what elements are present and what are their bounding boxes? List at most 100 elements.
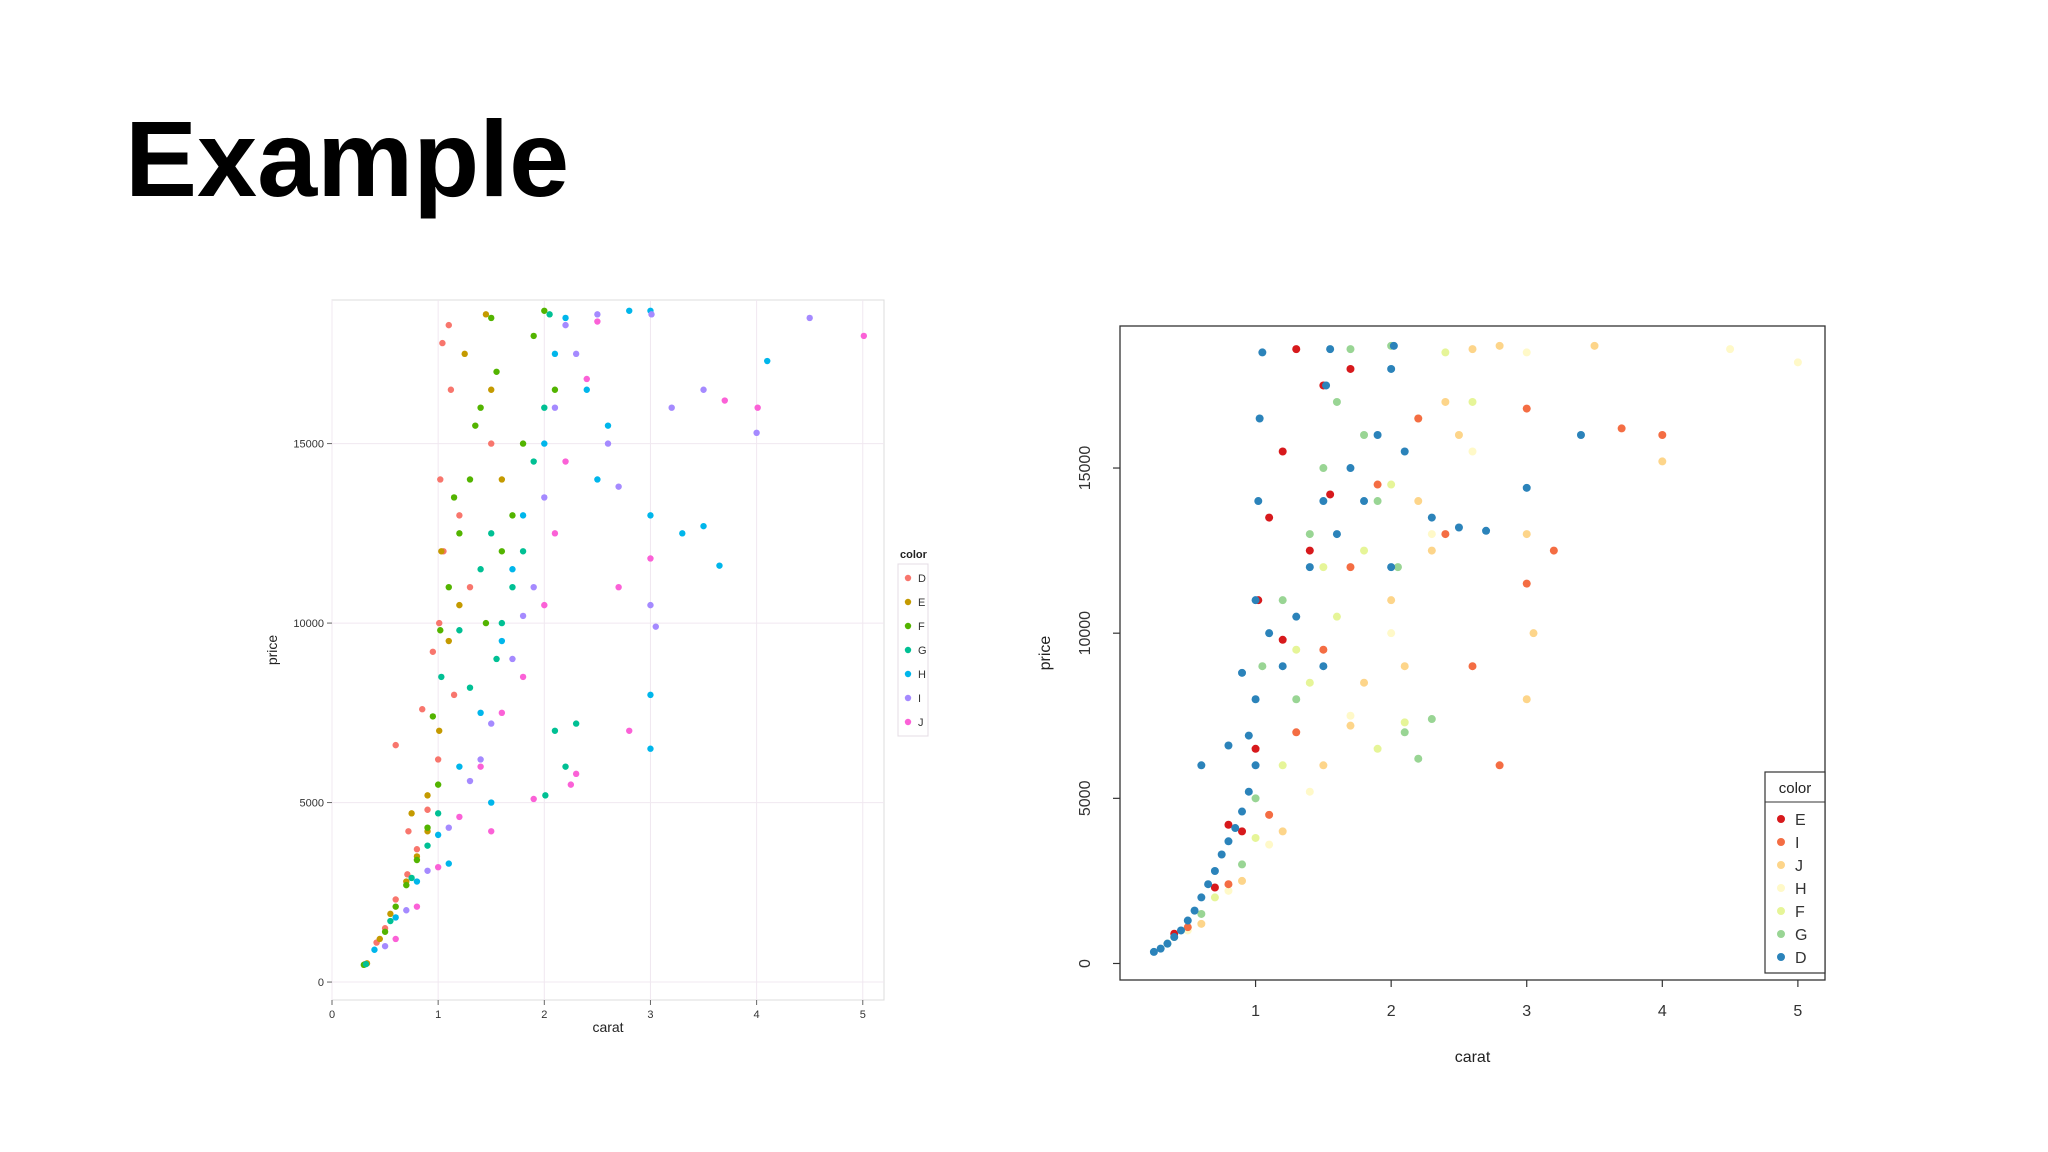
data-point <box>482 311 490 318</box>
data-point <box>381 942 389 950</box>
data-point <box>530 458 537 465</box>
data-point <box>488 386 495 393</box>
data-point <box>408 810 415 817</box>
data-point <box>626 727 633 734</box>
data-point <box>700 522 707 530</box>
data-point <box>376 935 383 943</box>
data-point <box>438 548 445 555</box>
data-point <box>381 928 389 935</box>
data-point <box>456 512 463 519</box>
data-point <box>488 828 495 835</box>
x-tick-label: 1 <box>435 1009 441 1021</box>
data-point <box>424 867 431 874</box>
data-point <box>362 960 370 968</box>
data-point <box>604 422 612 429</box>
data-point <box>509 583 516 591</box>
data-point <box>403 907 410 914</box>
data-point <box>392 741 399 749</box>
data-point <box>541 440 548 447</box>
data-point <box>594 476 601 483</box>
legend-key-H <box>904 670 912 678</box>
data-point <box>519 612 527 620</box>
data-point <box>371 946 378 953</box>
x-tick-label: 5 <box>860 1009 866 1021</box>
data-point <box>583 375 590 383</box>
data-point <box>392 935 399 943</box>
data-point <box>437 627 444 634</box>
x-tick-label: 3 <box>647 1009 653 1021</box>
data-point <box>716 562 723 569</box>
data-point <box>424 806 431 813</box>
data-point <box>679 530 686 537</box>
y-tick-label: 0 <box>318 977 324 989</box>
x-axis-label: carat <box>592 1019 623 1035</box>
series-H <box>371 307 771 953</box>
data-point <box>541 307 548 314</box>
data-point <box>498 476 506 483</box>
data-point <box>424 792 431 799</box>
legend-label-F: F <box>918 621 925 633</box>
data-point <box>488 314 495 322</box>
data-point <box>445 637 452 645</box>
data-point <box>488 799 495 806</box>
data-point <box>551 350 559 358</box>
data-point <box>434 781 442 788</box>
data-point <box>700 386 707 393</box>
data-point <box>392 914 399 921</box>
y-tick-label: 15000 <box>293 439 324 451</box>
data-point <box>562 458 569 465</box>
data-point <box>456 813 463 821</box>
legend-key-F <box>904 622 912 630</box>
data-point <box>530 583 537 591</box>
data-point <box>551 530 559 537</box>
y-tick-label: 5000 <box>300 798 324 810</box>
data-point <box>387 917 394 925</box>
data-point <box>434 863 442 871</box>
data-point <box>583 386 590 393</box>
data-point <box>405 828 412 835</box>
legend-label-J: J <box>918 717 924 729</box>
y-tick-label: 10000 <box>293 618 324 630</box>
data-point <box>519 673 527 681</box>
y-axis-label: price <box>264 635 280 666</box>
data-point <box>519 548 527 555</box>
data-point <box>530 332 537 340</box>
legend-box <box>897 563 929 737</box>
data-point <box>419 706 426 713</box>
data-point <box>498 548 506 555</box>
data-point <box>408 874 415 882</box>
data-point <box>551 404 559 411</box>
data-point <box>721 397 728 404</box>
data-point <box>604 440 612 447</box>
x-tick-label: 0 <box>329 1009 335 1021</box>
data-point <box>648 311 655 318</box>
data-point <box>438 673 445 681</box>
series-J <box>392 318 868 943</box>
data-point <box>567 781 575 788</box>
data-point <box>424 842 431 849</box>
data-point <box>488 440 495 447</box>
data-point <box>436 727 443 734</box>
data-point <box>509 512 516 519</box>
data-point <box>551 727 559 734</box>
legend-label-I: I <box>918 693 921 705</box>
data-point <box>647 555 654 562</box>
data-point <box>461 350 468 358</box>
data-point <box>498 637 506 645</box>
data-point <box>445 321 452 329</box>
series-I <box>381 311 813 950</box>
data-point <box>488 530 495 537</box>
data-point <box>456 601 463 609</box>
data-point <box>530 795 537 803</box>
legend-label-E: E <box>918 597 925 609</box>
data-point <box>477 566 484 573</box>
data-point <box>445 824 452 831</box>
data-point <box>562 763 569 770</box>
data-point <box>615 583 622 591</box>
data-point <box>753 429 760 437</box>
data-point <box>488 720 495 727</box>
data-point <box>493 655 500 663</box>
data-point <box>387 910 394 918</box>
legend-key-I <box>904 694 912 702</box>
data-point <box>424 824 431 831</box>
